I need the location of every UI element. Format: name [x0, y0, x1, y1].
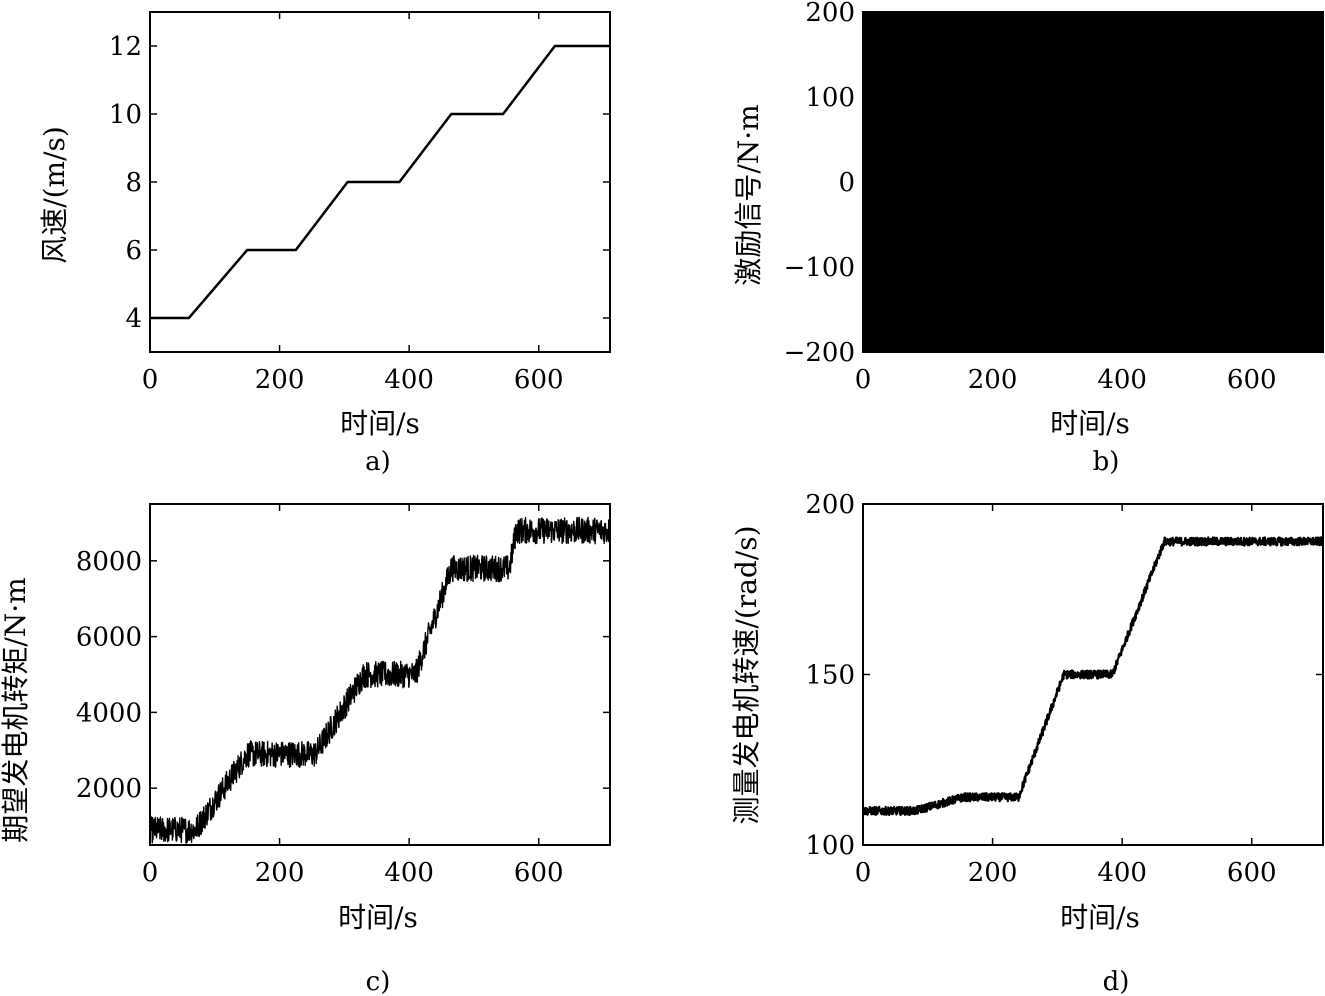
panel-a-xlabel: 时间/s: [340, 407, 420, 440]
panel-c-frame: [149, 503, 611, 846]
panel-b-ytick-label: −100: [784, 253, 855, 283]
panel-b-frame: [862, 11, 1324, 353]
panel-a-xtick-label: 600: [514, 365, 564, 395]
panel-d-xtick-label: 200: [968, 858, 1018, 888]
panel-c-marks: 0 200 400 600 2000 4000 6000 8000: [76, 504, 610, 888]
panel-c-xtick-label: 200: [255, 858, 305, 888]
panel-a-xtick-label: 200: [255, 365, 305, 395]
panel-c-ytick-label: 6000: [76, 623, 142, 653]
panel-b-marks: 0 200 400 600 −200 −100 0 100 200: [784, 0, 1323, 395]
panel-b-ytick-label: 0: [838, 168, 855, 198]
panel-d-ytick-label: 100: [805, 831, 855, 861]
panel-b-ytick-label: 100: [805, 83, 855, 113]
panel-a-xtick-label: 0: [142, 365, 159, 395]
panel-b-ylabel: 激励信号/N·m: [732, 104, 765, 285]
panel-b-caption: b): [1093, 447, 1120, 477]
panel-a: 0 200 400 600 4 6 8 10 12 时间/s 风速/(m/s) a): [38, 11, 611, 477]
panel-d-xlabel: 时间/s: [1060, 901, 1140, 934]
panel-b-xtick-label: 600: [1227, 365, 1277, 395]
panel-b-xtick-label: 200: [968, 365, 1018, 395]
panel-b-xtick-label: 0: [855, 365, 872, 395]
panel-d-caption: d): [1103, 967, 1130, 996]
panel-c-ytick-label: 4000: [76, 698, 142, 728]
panel-b-xlabel: 时间/s: [1050, 407, 1130, 440]
panel-c-ytick-label: 8000: [76, 547, 142, 577]
panel-d-ytick-label: 200: [805, 490, 855, 520]
panel-a-frame: [149, 11, 611, 353]
panel-d-frame: [862, 503, 1324, 846]
panel-a-xtick-label: 400: [384, 365, 434, 395]
panel-a-ylabel: 风速/(m/s): [38, 126, 71, 264]
panel-a-ytick-label: 10: [109, 100, 142, 130]
panel-c-series-line: [150, 516, 610, 844]
panel-c-ytick-label: 2000: [76, 774, 142, 804]
panel-a-ytick-label: 4: [125, 304, 142, 334]
panel-d-xtick-label: 0: [855, 858, 872, 888]
panel-c-xtick-label: 600: [514, 858, 564, 888]
panel-d: 0 200 400 600 100 150 200 时间/s 测量发电机转速/(rad/s)…: [730, 490, 1324, 996]
panel-a-ytick-label: 6: [125, 236, 142, 266]
panel-a-ytick-label: 8: [125, 168, 142, 198]
panel-c-ylabel: 期望发电机转矩/N·m: [0, 577, 32, 842]
panel-c-xtick-label: 0: [142, 858, 159, 888]
panel-d-xtick-label: 600: [1227, 858, 1277, 888]
panel-d-marks: 0 200 400 600 100 150 200: [805, 490, 1323, 888]
panel-d-ytick-label: 150: [805, 661, 855, 691]
panel-c-caption: c): [366, 967, 391, 996]
panel-b-series-line: [863, 12, 1323, 352]
panel-a-ytick-label: 12: [109, 32, 142, 62]
panel-d-ylabel: 测量发电机转速/(rad/s): [730, 525, 763, 824]
panel-b-ytick-label: 200: [805, 0, 855, 28]
panel-b-xtick-label: 400: [1097, 365, 1147, 395]
panel-d-xtick-label: 400: [1097, 858, 1147, 888]
panel-c-xtick-label: 400: [384, 858, 434, 888]
panel-c-xlabel: 时间/s: [338, 901, 418, 934]
panel-a-series-line: [150, 44, 610, 320]
panel-b-ytick-label: −200: [784, 338, 855, 368]
panel-d-series-line: [863, 536, 1323, 817]
panel-a-caption: a): [365, 447, 391, 477]
panel-a-marks: 0 200 400 600 4 6 8 10 12: [109, 12, 610, 395]
panel-c: 0 200 400 600 2000 4000 6000 8000 时间/s 期望发电机转矩/…: [0, 503, 611, 996]
